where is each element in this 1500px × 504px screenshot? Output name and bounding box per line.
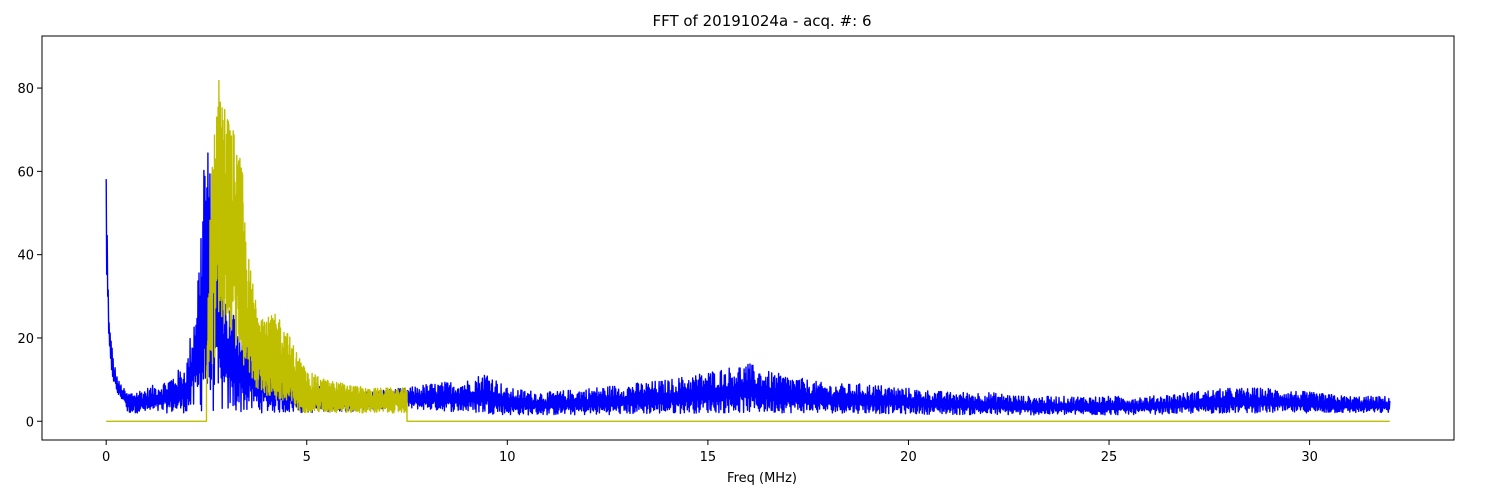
x-tick-label: 0	[102, 450, 110, 465]
x-tick-label: 10	[499, 450, 516, 465]
x-axis-label: Freq (MHz)	[727, 471, 797, 486]
y-tick-label: 0	[26, 415, 34, 430]
chart-title: FFT of 20191024a - acq. #: 6	[652, 12, 871, 30]
x-axis: 0 5 10 15 20 25 30	[102, 440, 1318, 465]
y-tick-label: 20	[17, 332, 34, 347]
y-tick-label: 60	[17, 165, 34, 180]
x-tick-label: 15	[700, 450, 717, 465]
x-tick-label: 25	[1101, 450, 1118, 465]
y-tick-label: 40	[17, 249, 34, 264]
y-tick-label: 80	[17, 82, 34, 97]
series-line-2	[106, 79, 1390, 422]
x-tick-label: 5	[303, 450, 311, 465]
plot-frame	[41, 35, 1455, 441]
series-layer	[105, 79, 1391, 422]
x-tick-label: 20	[900, 450, 917, 465]
y-axis: 0 20 40 60 80	[17, 82, 42, 430]
x-tick-label: 30	[1301, 450, 1318, 465]
